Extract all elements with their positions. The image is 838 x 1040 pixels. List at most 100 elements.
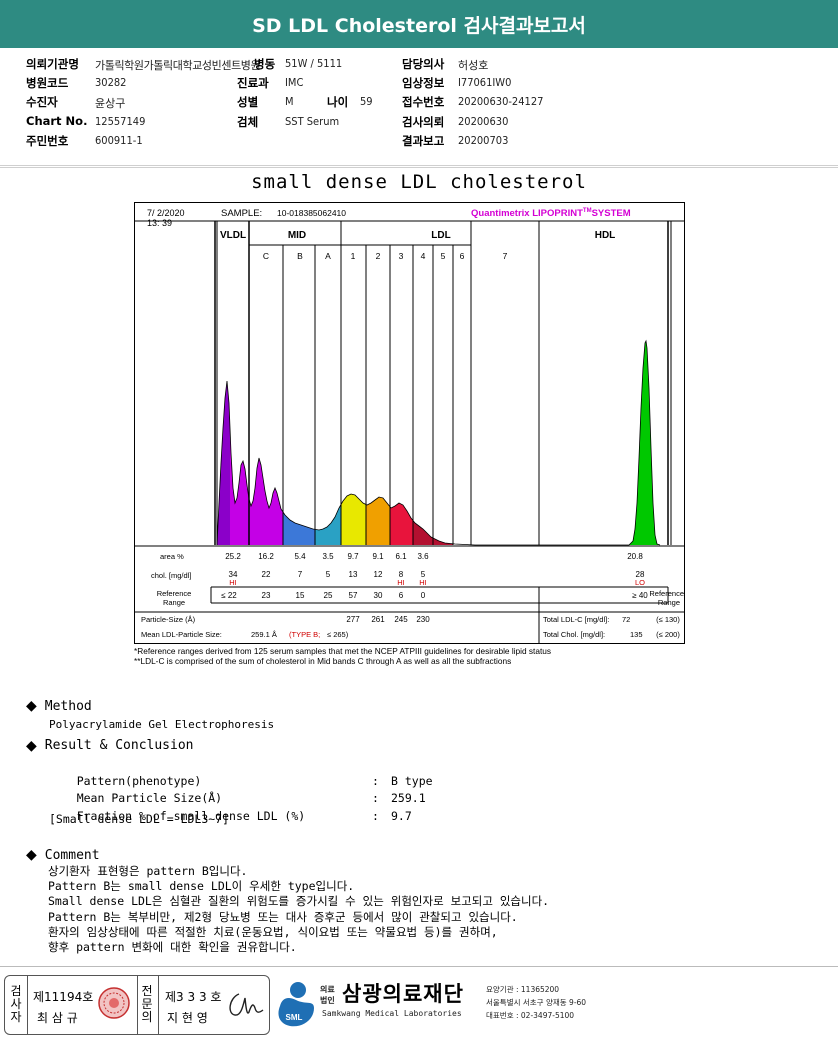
sample-label: SAMPLE: [221,208,262,219]
ref-right-label-a: Reference [649,589,684,598]
ward-label: 병동 [254,57,276,71]
area-vldl-b [230,428,249,545]
comment-heading-text: Comment [44,847,100,863]
chart-date: 7/ 2/2020 [147,208,185,218]
specialist-name: 지 현 영 [167,1011,208,1025]
chol-row-label: chol. [mg/dl] [151,571,191,580]
area-ldl-1 [341,494,366,545]
id-no-value: 600911-1 [95,134,143,147]
hospital-code-label: 병원코드 [26,76,69,90]
group-label-vldl: VLDL [220,230,246,241]
divider [27,976,28,1034]
company-phone: 대표번호 : 02-3497-5100 [486,1011,575,1020]
result-row-size: Mean Particle Size(Å):259.1 [26,777,806,805]
doctor-value: 허성호 [458,59,489,72]
total-chol-value: 135 [630,630,643,639]
examiner-seal-icon [98,987,130,1019]
reference-value: 23 [262,591,271,600]
result-row-pattern: Pattern(phenotype): B type [26,760,806,788]
report-date-value: 20200703 [458,134,509,147]
chol-value: 22 [262,570,271,579]
reference-value: 6 [399,591,404,600]
reference-value: ≤ 22 [221,591,237,600]
area-ldl-4 [413,520,433,545]
area-value: 25.2 [225,552,241,561]
particle-size-value: 230 [416,615,430,624]
area-value: 9.7 [347,552,359,561]
chol-value: 13 [349,570,358,579]
group-label-hdl: HDL [595,230,616,241]
comment-line: 향후 pattern 변화에 대한 확인을 권유합니다. [48,940,297,955]
result-label: Mean Particle Size(Å) [76,791,223,805]
result-row-fraction: Fraction % of small dense LDL (%):9.7 [26,795,806,823]
group-label-mid: MID [288,230,306,241]
examinee-label: 수진자 [26,95,58,109]
sample-id: 10-018385062410 [277,208,346,218]
comment-line: 환자의 임상상태에 따른 적절한 치료(운동요법, 식이요법 또는 약물요법 등… [48,924,498,939]
comment-line: Small dense LDL은 심혈관 질환의 위험도를 증가시킬 수 있는 … [48,894,550,909]
particle-size-value: 245 [394,615,408,624]
report-title-bar: SD LDL Cholesterol 검사결과보고서 [0,0,838,48]
total-chol-label: Total Chol. [mg/dl]: [543,630,605,639]
company-english: Samkwang Medical Laboratories [322,1009,462,1018]
chol-value-hdl: 28 [636,570,645,579]
reference-value: 0 [421,591,426,600]
area-value: 16.2 [258,552,274,561]
band-label-7: 7 [503,251,508,261]
chart-time: 13: 39 [147,218,172,228]
comment-section: ◆ Comment 상기환자 표현형은 pattern B입니다. Patter… [26,846,826,955]
area-value: 6.1 [395,552,407,561]
band-label-6: 6 [460,251,465,261]
company-address: 서울특별시 서초구 양재동 9-60 [486,998,587,1007]
flag-lo: LO [635,578,645,587]
area-value-hdl: 20.8 [627,552,643,561]
size-row-label: Particle-Size (Å) [141,615,196,624]
flag-hi: HI [229,578,237,587]
company-prefix-bottom: 법인 [320,996,335,1005]
chol-value: 7 [298,570,303,579]
hospital-code-value: 30282 [95,76,127,89]
reference-value-hdl: ≥ 40 [632,591,648,600]
band-label-2: 2 [376,251,381,261]
department-value: IMC [285,76,304,89]
flag-hi: HI [419,578,427,587]
result-colon: : [372,791,379,805]
area-ldl-5 [433,538,453,545]
result-value: 259.1 [391,791,426,805]
result-label: Pattern(phenotype) [76,773,202,788]
document-title: SD LDL Cholesterol 검사결과보고서 [252,14,586,37]
svg-text:SML: SML [286,1013,303,1022]
department-label: 진료과 [237,76,269,90]
age-label: 나이 [327,95,349,109]
reference-value: 57 [349,591,358,600]
company-name: 삼광의료재단 [342,982,464,1006]
particle-size-value: 261 [371,615,385,624]
chol-value: 5 [326,570,331,579]
mean-size-value: 259.1 Å [251,630,277,639]
chart-footnotes: *Reference ranges derived from 125 serum… [134,646,734,666]
area-value: 3.5 [322,552,334,561]
chol-value: 8 [399,570,404,579]
total-ldl-range: (≤ 130) [656,615,680,624]
divider [0,165,838,166]
diamond-bullet-icon: ◆ [26,737,37,754]
result-value: 9.7 [391,808,412,823]
diamond-bullet-icon: ◆ [26,698,37,714]
area-vldl-a [217,381,230,545]
request-date-value: 20200630 [458,115,509,128]
reference-value: 15 [296,591,305,600]
area-ldl-2 [366,497,390,545]
ward-value: 51W / 5111 [285,57,343,70]
reference-value: 25 [324,591,333,600]
chol-value: 5 [421,570,426,579]
footnote-ldl: **LDL-C is comprised of the sum of chole… [134,656,512,666]
specimen-label: 검체 [237,115,259,129]
area-mid-b [283,512,315,545]
group-label-ldl: LDL [431,230,450,241]
lipoprint-chart: 7/ 2/2020 13: 39 SAMPLE: 10-018385062410… [134,202,685,644]
area-ldl-3 [390,503,413,545]
examiner-license-no: 제11194호 [33,990,94,1004]
